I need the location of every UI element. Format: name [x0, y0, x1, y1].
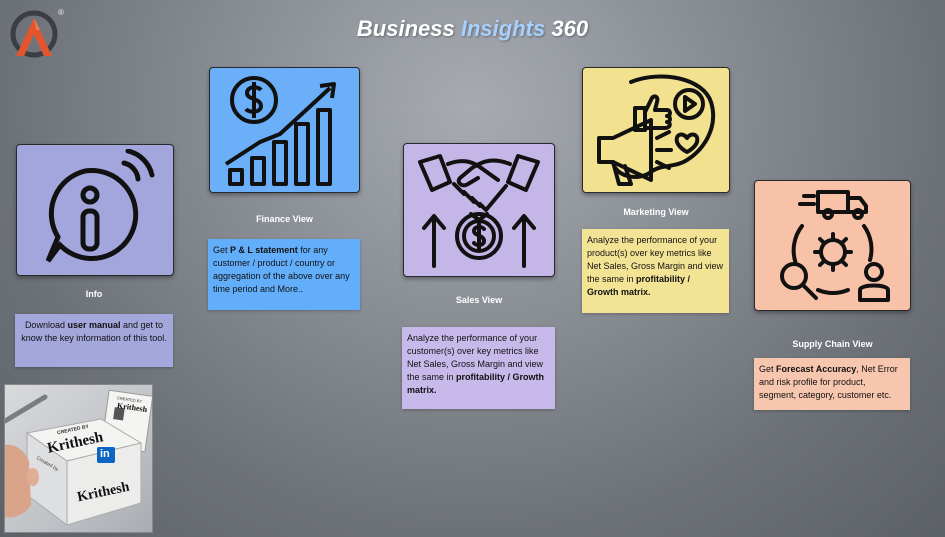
- linkedin-icon: in: [100, 448, 110, 460]
- title-part-insights: Insights: [460, 16, 546, 41]
- info-speech-icon: [45, 149, 155, 263]
- user-manual-link[interactable]: user manual: [67, 320, 121, 330]
- sales-description: Analyze the performance of your customer…: [402, 327, 555, 409]
- atliq-logo-icon: [10, 10, 58, 58]
- marketing-tile[interactable]: [582, 67, 730, 193]
- sales-label: Sales View: [455, 295, 503, 305]
- finance-tile[interactable]: [209, 67, 360, 193]
- product-box-illustration: [5, 389, 152, 526]
- finance-growth-icon: [224, 76, 336, 186]
- megaphone-social-icon: [597, 74, 716, 186]
- title-part-360: 360: [551, 16, 589, 41]
- finance-description: Get P & L statement for any customer / p…: [208, 239, 360, 310]
- info-label: Info: [85, 289, 103, 299]
- handshake-money-icon: [418, 154, 540, 268]
- supply-chain-icon: [779, 189, 890, 302]
- sales-tile[interactable]: [403, 143, 555, 277]
- page-title: Business Insights 360: [0, 16, 945, 42]
- registered-mark: ®: [58, 8, 64, 17]
- creator-promo-image: CREATED BY Krithesh CREATED BY Krithesh …: [4, 384, 153, 533]
- marketing-label: Marketing View: [623, 207, 689, 217]
- supply-chain-description: Get Forecast Accuracy, Net Error and ris…: [754, 358, 910, 410]
- title-part-business: Business: [356, 16, 455, 41]
- marketing-description: Analyze the performance of your product(…: [582, 229, 729, 313]
- info-tile[interactable]: [16, 144, 174, 276]
- info-description: Download user manual and get to know the…: [15, 314, 173, 367]
- supply-chain-tile[interactable]: [754, 180, 911, 311]
- finance-label: Finance View: [256, 214, 313, 224]
- supply-chain-label: Supply Chain View: [792, 339, 873, 349]
- company-logo: [10, 10, 62, 58]
